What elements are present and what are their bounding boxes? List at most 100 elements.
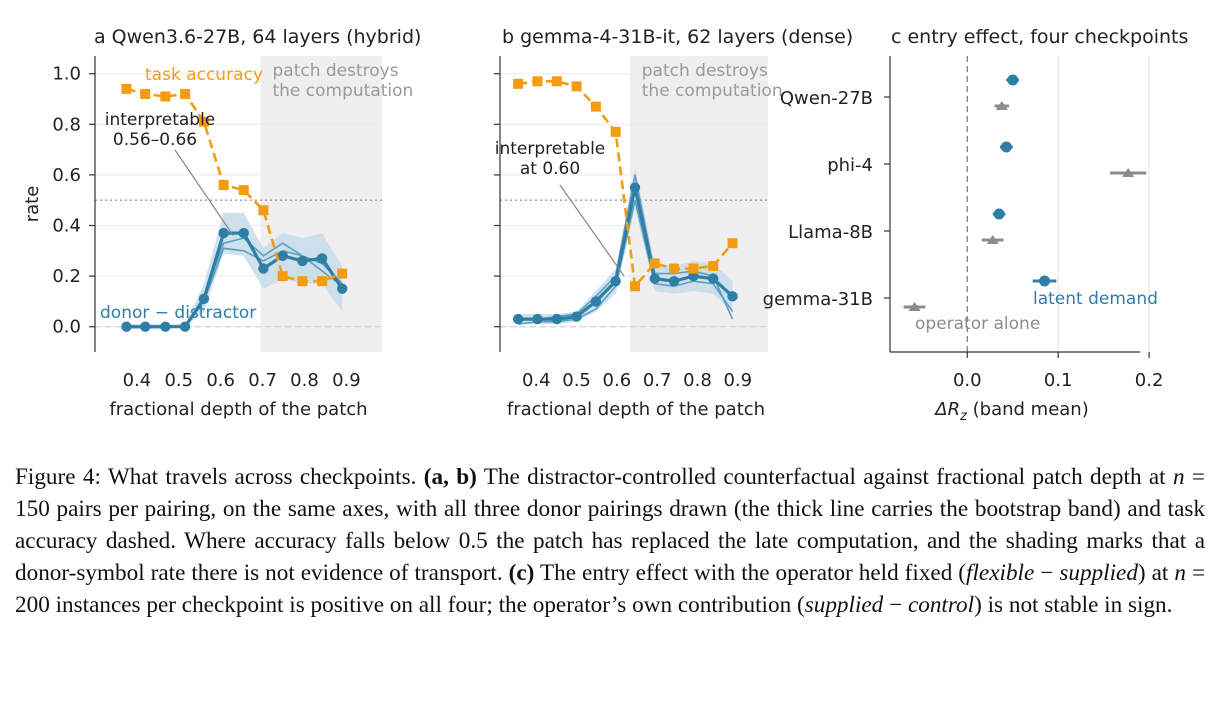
- shaded-region: [260, 56, 382, 352]
- x-tick-label: 0.6: [206, 370, 235, 391]
- accuracy-point: [337, 268, 348, 279]
- annotation-arrow: [559, 184, 625, 277]
- caption-eq-150: = 150: [15, 464, 1205, 522]
- latent-demand-point: [993, 208, 1005, 220]
- accuracy-point: [532, 76, 543, 87]
- caption-supplied-2: supplied: [804, 592, 884, 618]
- y-tick-label: 0.6: [52, 165, 81, 186]
- x-tick-label: 0.2: [1135, 370, 1164, 391]
- caption-eq-200: = 200: [15, 560, 1206, 618]
- donor-point: [668, 275, 680, 287]
- shaded-region: [629, 56, 768, 352]
- bootstrap-band: [126, 212, 343, 330]
- caption-supplied: supplied: [1059, 560, 1138, 586]
- donor-point: [277, 250, 288, 262]
- y-tick-label: 0.2: [52, 266, 81, 287]
- latent-demand-point: [1007, 74, 1019, 86]
- accuracy-point: [140, 88, 151, 99]
- donor-point: [727, 291, 738, 302]
- caption-control: control: [907, 592, 975, 618]
- caption-ab-text-1: The distractor-controlled counterfactual…: [476, 464, 1173, 490]
- caption-c-label: (c): [508, 560, 535, 586]
- panel-title: c entry effect, four checkpoints: [891, 26, 1188, 48]
- operator-alone-point: [908, 302, 921, 311]
- x-tick-label: 0.0: [953, 370, 982, 391]
- donor-point: [551, 313, 563, 325]
- donor-point: [316, 253, 328, 264]
- accuracy-point: [513, 78, 524, 89]
- caption-lead: What travels across checkpoints.: [100, 464, 424, 490]
- donor-point: [532, 313, 543, 325]
- donor-point: [336, 283, 348, 294]
- x-tick-label: 0.7: [643, 370, 672, 391]
- caption-threshold: 0.5: [458, 528, 488, 554]
- operator-alone-point: [986, 235, 999, 244]
- annotation-arrow: [174, 149, 234, 236]
- y-tick-label: Llama-8B: [788, 222, 873, 243]
- accuracy-point: [258, 205, 269, 216]
- donor-point: [198, 293, 210, 305]
- x-tick-label: 0.9: [332, 370, 361, 391]
- accuracy-point: [198, 116, 209, 127]
- accuracy-point: [121, 83, 132, 94]
- caption-c-text-2: ) at: [1137, 560, 1175, 586]
- accuracy-point: [669, 263, 680, 274]
- accuracy-point: [317, 276, 328, 287]
- y-axis-label: rate: [22, 186, 43, 223]
- x-tick-label: 0.1: [1044, 370, 1073, 391]
- caption-ab-text-2: pairs per pairing, on the same axes, wit…: [15, 496, 1205, 554]
- accuracy-point: [160, 91, 171, 102]
- x-tick-label: 0.5: [164, 370, 193, 391]
- panel-title: b gemma-4-31B-it, 62 layers (dense): [502, 26, 853, 48]
- donor-point: [179, 321, 191, 332]
- x-axis-label: fractional depth of the patch: [109, 399, 367, 420]
- x-tick-label: 0.4: [522, 370, 551, 391]
- caption-ab-label: (a, b): [423, 464, 477, 490]
- accuracy-point: [727, 238, 738, 249]
- x-tick-label: 0.6: [603, 370, 632, 391]
- accuracy-point: [590, 101, 601, 112]
- donor-point: [590, 296, 602, 307]
- panel-c: 0.0 0.1 0.2 ΔRz (band mean) c entry effect, …: [763, 26, 1189, 424]
- annotation-text: interpretable: [495, 139, 606, 159]
- accuracy-point: [180, 88, 191, 99]
- latent-demand-label: latent demand: [1033, 289, 1158, 309]
- latent-demand-point: [1039, 275, 1051, 287]
- accuracy-point: [649, 258, 660, 269]
- accuracy-point: [630, 281, 641, 292]
- donor-point: [160, 321, 171, 332]
- figure-4: 0.0 0.2 0.4 0.6 0.8 1.0 0.4 0.5 0.6 0.7 0.8 0.9 frac…: [22, 26, 1189, 424]
- donor-point: [629, 182, 641, 193]
- x-tick-label: 0.4: [123, 370, 152, 391]
- caption-minus-1: −: [1034, 560, 1060, 586]
- shaded-label: patch destroys: [642, 61, 768, 81]
- panel-title: a Qwen3.6-27B, 64 layers (hybrid): [94, 26, 421, 48]
- y-tick-label: gemma-31B: [763, 289, 873, 310]
- operator-alone-point: [1122, 168, 1135, 177]
- accuracy-point: [238, 185, 249, 196]
- caption-ab-text-3: the patch has replaced the late computat…: [15, 528, 1205, 586]
- donor-distractor-label: donor − distractor: [100, 303, 256, 323]
- y-tick-label: 0.8: [52, 114, 81, 135]
- accuracy-point: [571, 81, 582, 92]
- figure-caption: Figure 4: What travels across checkpoint…: [15, 461, 1205, 621]
- donor-point: [238, 227, 249, 239]
- x-tick-label: 0.5: [562, 370, 591, 391]
- accuracy-point: [218, 180, 229, 191]
- caption-n-var: n: [1172, 464, 1185, 490]
- x-tick-label: 0.9: [723, 370, 752, 391]
- accuracy-point: [708, 260, 719, 271]
- annotation-text: interpretable: [105, 110, 216, 130]
- caption-c-text-1: The entry effect with the operator held …: [534, 560, 967, 586]
- donor-point: [610, 275, 621, 287]
- caption-c-text-4: ) is not stable in sign.: [974, 592, 1173, 618]
- donor-point: [258, 263, 269, 274]
- y-tick-label: 0.4: [52, 216, 81, 237]
- operator-alone-label: operator alone: [915, 314, 1040, 334]
- panel-b: 0.4 0.5 0.6 0.7 0.8 0.9 fractional depth of th…: [494, 26, 853, 420]
- caption-c-text-3: instances per checkpoint is positive on …: [49, 592, 805, 618]
- accuracy-point: [610, 126, 621, 137]
- shaded-label: the computation: [642, 81, 783, 101]
- donor-point: [649, 273, 660, 284]
- donor-point: [297, 255, 308, 267]
